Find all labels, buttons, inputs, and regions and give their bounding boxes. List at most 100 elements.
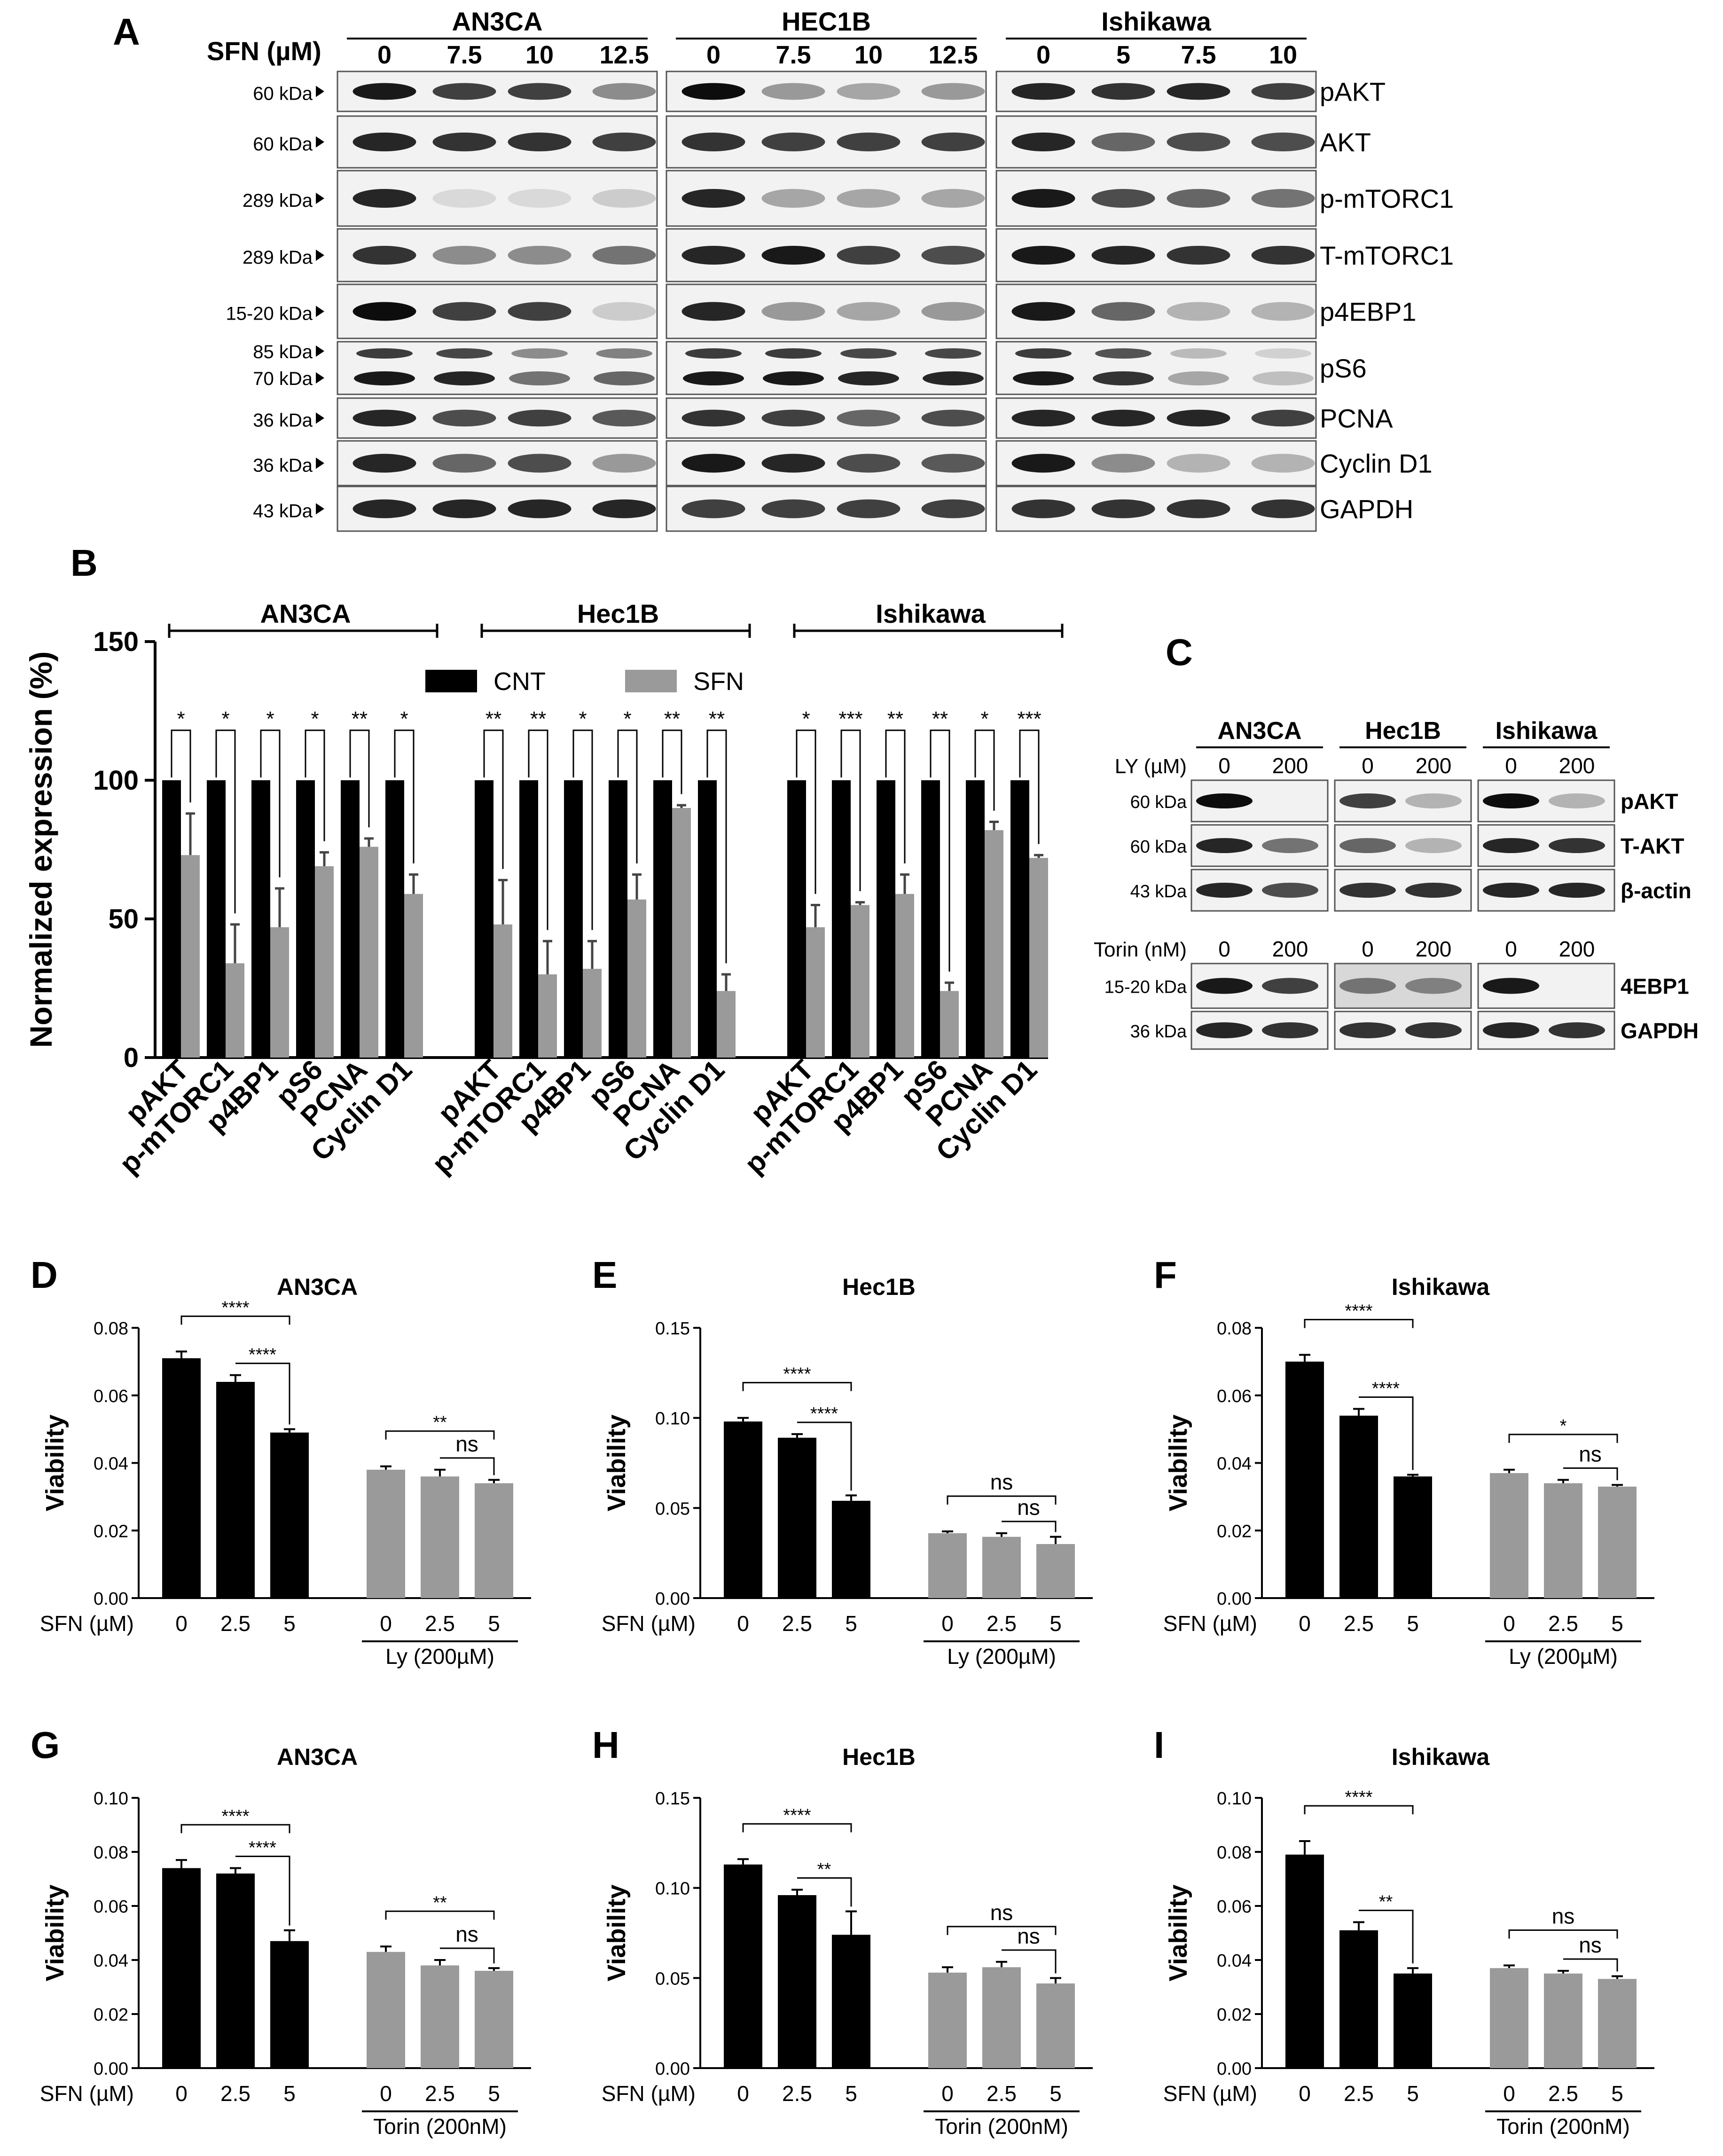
- panel-a-band: [432, 409, 496, 427]
- panel-c-band: [1196, 978, 1253, 994]
- panel-a-letter: A: [113, 11, 140, 53]
- panel-a-band: [837, 133, 901, 151]
- panel-a-band: [1167, 454, 1230, 473]
- panel-b-bar-cnt: [921, 780, 940, 1058]
- panel-b-bar-cnt: [832, 780, 851, 1058]
- viability-y-tick-label: 0.10: [655, 1409, 690, 1429]
- panel-a-kda-label: 60 kDa: [253, 84, 313, 104]
- panel-a-dose-label: 12.5: [599, 41, 649, 69]
- panel-a-band: [432, 133, 496, 151]
- viability-panel-letter: I: [1154, 1724, 1164, 1766]
- panel-a-band: [508, 189, 572, 208]
- panel-a-band: [1170, 348, 1227, 359]
- viability-x-tick-label: 5: [1049, 1611, 1062, 1636]
- panel-a-band: [356, 348, 413, 359]
- panel-a-band: [432, 83, 496, 100]
- panel-a-marker-arrow: [316, 345, 324, 357]
- panel-b-sig-bracket: [483, 729, 504, 869]
- panel-b-bar-sfn: [270, 927, 289, 1058]
- viability-bar: [421, 1476, 459, 1598]
- viability-y-tick-label: 0.00: [1217, 1589, 1252, 1609]
- viability-bar: [778, 1895, 816, 2068]
- panel-a-band: [1091, 133, 1155, 151]
- viability-y-tick-label: 0.05: [655, 1499, 690, 1519]
- panel-b-sig-bracket: [617, 729, 638, 863]
- panel-c-band: [1405, 883, 1462, 898]
- panel-a-band: [511, 348, 568, 359]
- viability-bar: [1036, 1983, 1075, 2068]
- viability-panel-g: G AN3CA Viability 0.00 0.02 0.04 0.06 0.08 0.10 0…: [31, 1724, 531, 2139]
- panel-c-band: [1196, 838, 1253, 853]
- viability-y-tick-label: 0.08: [94, 1319, 128, 1339]
- panel-a-band: [837, 454, 901, 473]
- panel-b-bar-sfn: [226, 963, 244, 1058]
- viability-sig-label: ****: [221, 1806, 249, 1826]
- panel-a-band: [681, 302, 745, 321]
- viability-sig-bracket: [235, 1363, 290, 1425]
- panel-a-band: [508, 246, 572, 265]
- panel-a-dose-label: 5: [1116, 41, 1130, 69]
- panel-c-dose-label: 200: [1416, 937, 1452, 961]
- panel-a-band: [354, 371, 415, 385]
- viability-x-tick-label: 5: [1611, 2081, 1623, 2106]
- panel-a-band: [1091, 409, 1155, 427]
- panel-a-protein-label: pS6: [1320, 353, 1367, 383]
- panel-c-letter: C: [1166, 631, 1193, 673]
- panel-a-band: [352, 454, 416, 473]
- viability-y-tick-label: 0.08: [1217, 1319, 1252, 1339]
- viability-y-axis-label: Viability: [41, 1414, 69, 1511]
- viability-bar: [1544, 1483, 1582, 1598]
- panel-a-dose-label: 10: [854, 41, 883, 69]
- panel-b-sig-label: *: [266, 707, 274, 730]
- panel-b-bar-sfn: [806, 927, 825, 1058]
- panel-b-bar-cnt: [966, 780, 985, 1058]
- panel-a-band: [432, 499, 496, 518]
- viability-x-tick-label: 5: [283, 2081, 296, 2106]
- panel-a-marker-arrow: [316, 503, 324, 515]
- viability-panel-h: H Hec1B Viability 0.00 0.05 0.10 0.15 0 2.5 5 0 2.5…: [592, 1724, 1093, 2139]
- panel-a-marker-arrow: [316, 250, 324, 261]
- panel-c-torin-label: Torin (nM): [1094, 938, 1187, 961]
- viability-sig-label: ns: [1017, 1495, 1040, 1520]
- panel-b-sig-bracket: [349, 729, 370, 828]
- panel-b-y-tick-label: 150: [93, 627, 139, 657]
- panel-c-band: [1196, 793, 1253, 808]
- panel-a-protein-label: Cyclin D1: [1320, 449, 1433, 478]
- panel-c-band: [1339, 1022, 1396, 1038]
- viability-sig-bracket: [1563, 1958, 1618, 1972]
- viability-panel-i: I Ishikawa Viability 0.00 0.02 0.04 0.06 0.08 0.…: [1154, 1724, 1654, 2139]
- panel-a-band: [432, 189, 496, 208]
- panel-b-sig-bracket: [974, 729, 995, 811]
- panel-a-kda-label: 36 kDa: [253, 455, 313, 476]
- panel-b-sig-label: **: [664, 707, 680, 730]
- panel-b-sig-bracket: [1019, 729, 1040, 844]
- viability-y-axis-label: Viability: [603, 1884, 631, 1981]
- panel-c-band: [1483, 793, 1539, 808]
- panel-b-sig-label: *: [980, 707, 988, 730]
- viability-bar: [475, 1483, 513, 1598]
- panel-a-dose-label: 0: [377, 41, 392, 69]
- viability-y-tick-label: 0.00: [1217, 2059, 1252, 2079]
- viability-panel-letter: F: [1154, 1254, 1177, 1296]
- panel-b-bar-sfn: [717, 991, 736, 1058]
- panel-c-dose-label: 0: [1505, 937, 1517, 961]
- panel-a-kda-label: 85 kDa: [253, 342, 313, 362]
- panel-a-band: [761, 246, 825, 265]
- panel-a-band: [592, 189, 656, 208]
- panel-a-band: [1167, 409, 1230, 427]
- panel-a-band: [1091, 454, 1155, 473]
- viability-panel-title: AN3CA: [277, 1274, 358, 1300]
- panel-b-bar-sfn: [851, 905, 869, 1058]
- panel-c-kda-label: 36 kDa: [1130, 1022, 1187, 1042]
- panel-b-sig-bracket: [930, 729, 950, 972]
- viability-bar: [1285, 1854, 1324, 2068]
- viability-y-tick-label: 0.00: [655, 1589, 690, 1609]
- panel-c-dose-label: 0: [1505, 753, 1517, 778]
- viability-x-axis-label: SFN (µM): [40, 1611, 134, 1636]
- panel-c-band: [1339, 793, 1396, 808]
- viability-y-axis-label: Viability: [603, 1414, 631, 1511]
- viability-y-tick-label: 0.15: [655, 1319, 690, 1339]
- viability-group-label: Torin (200nM): [373, 2114, 507, 2139]
- panel-b-sig-bracket: [215, 729, 236, 914]
- panel-b-sig-label: *: [802, 707, 810, 730]
